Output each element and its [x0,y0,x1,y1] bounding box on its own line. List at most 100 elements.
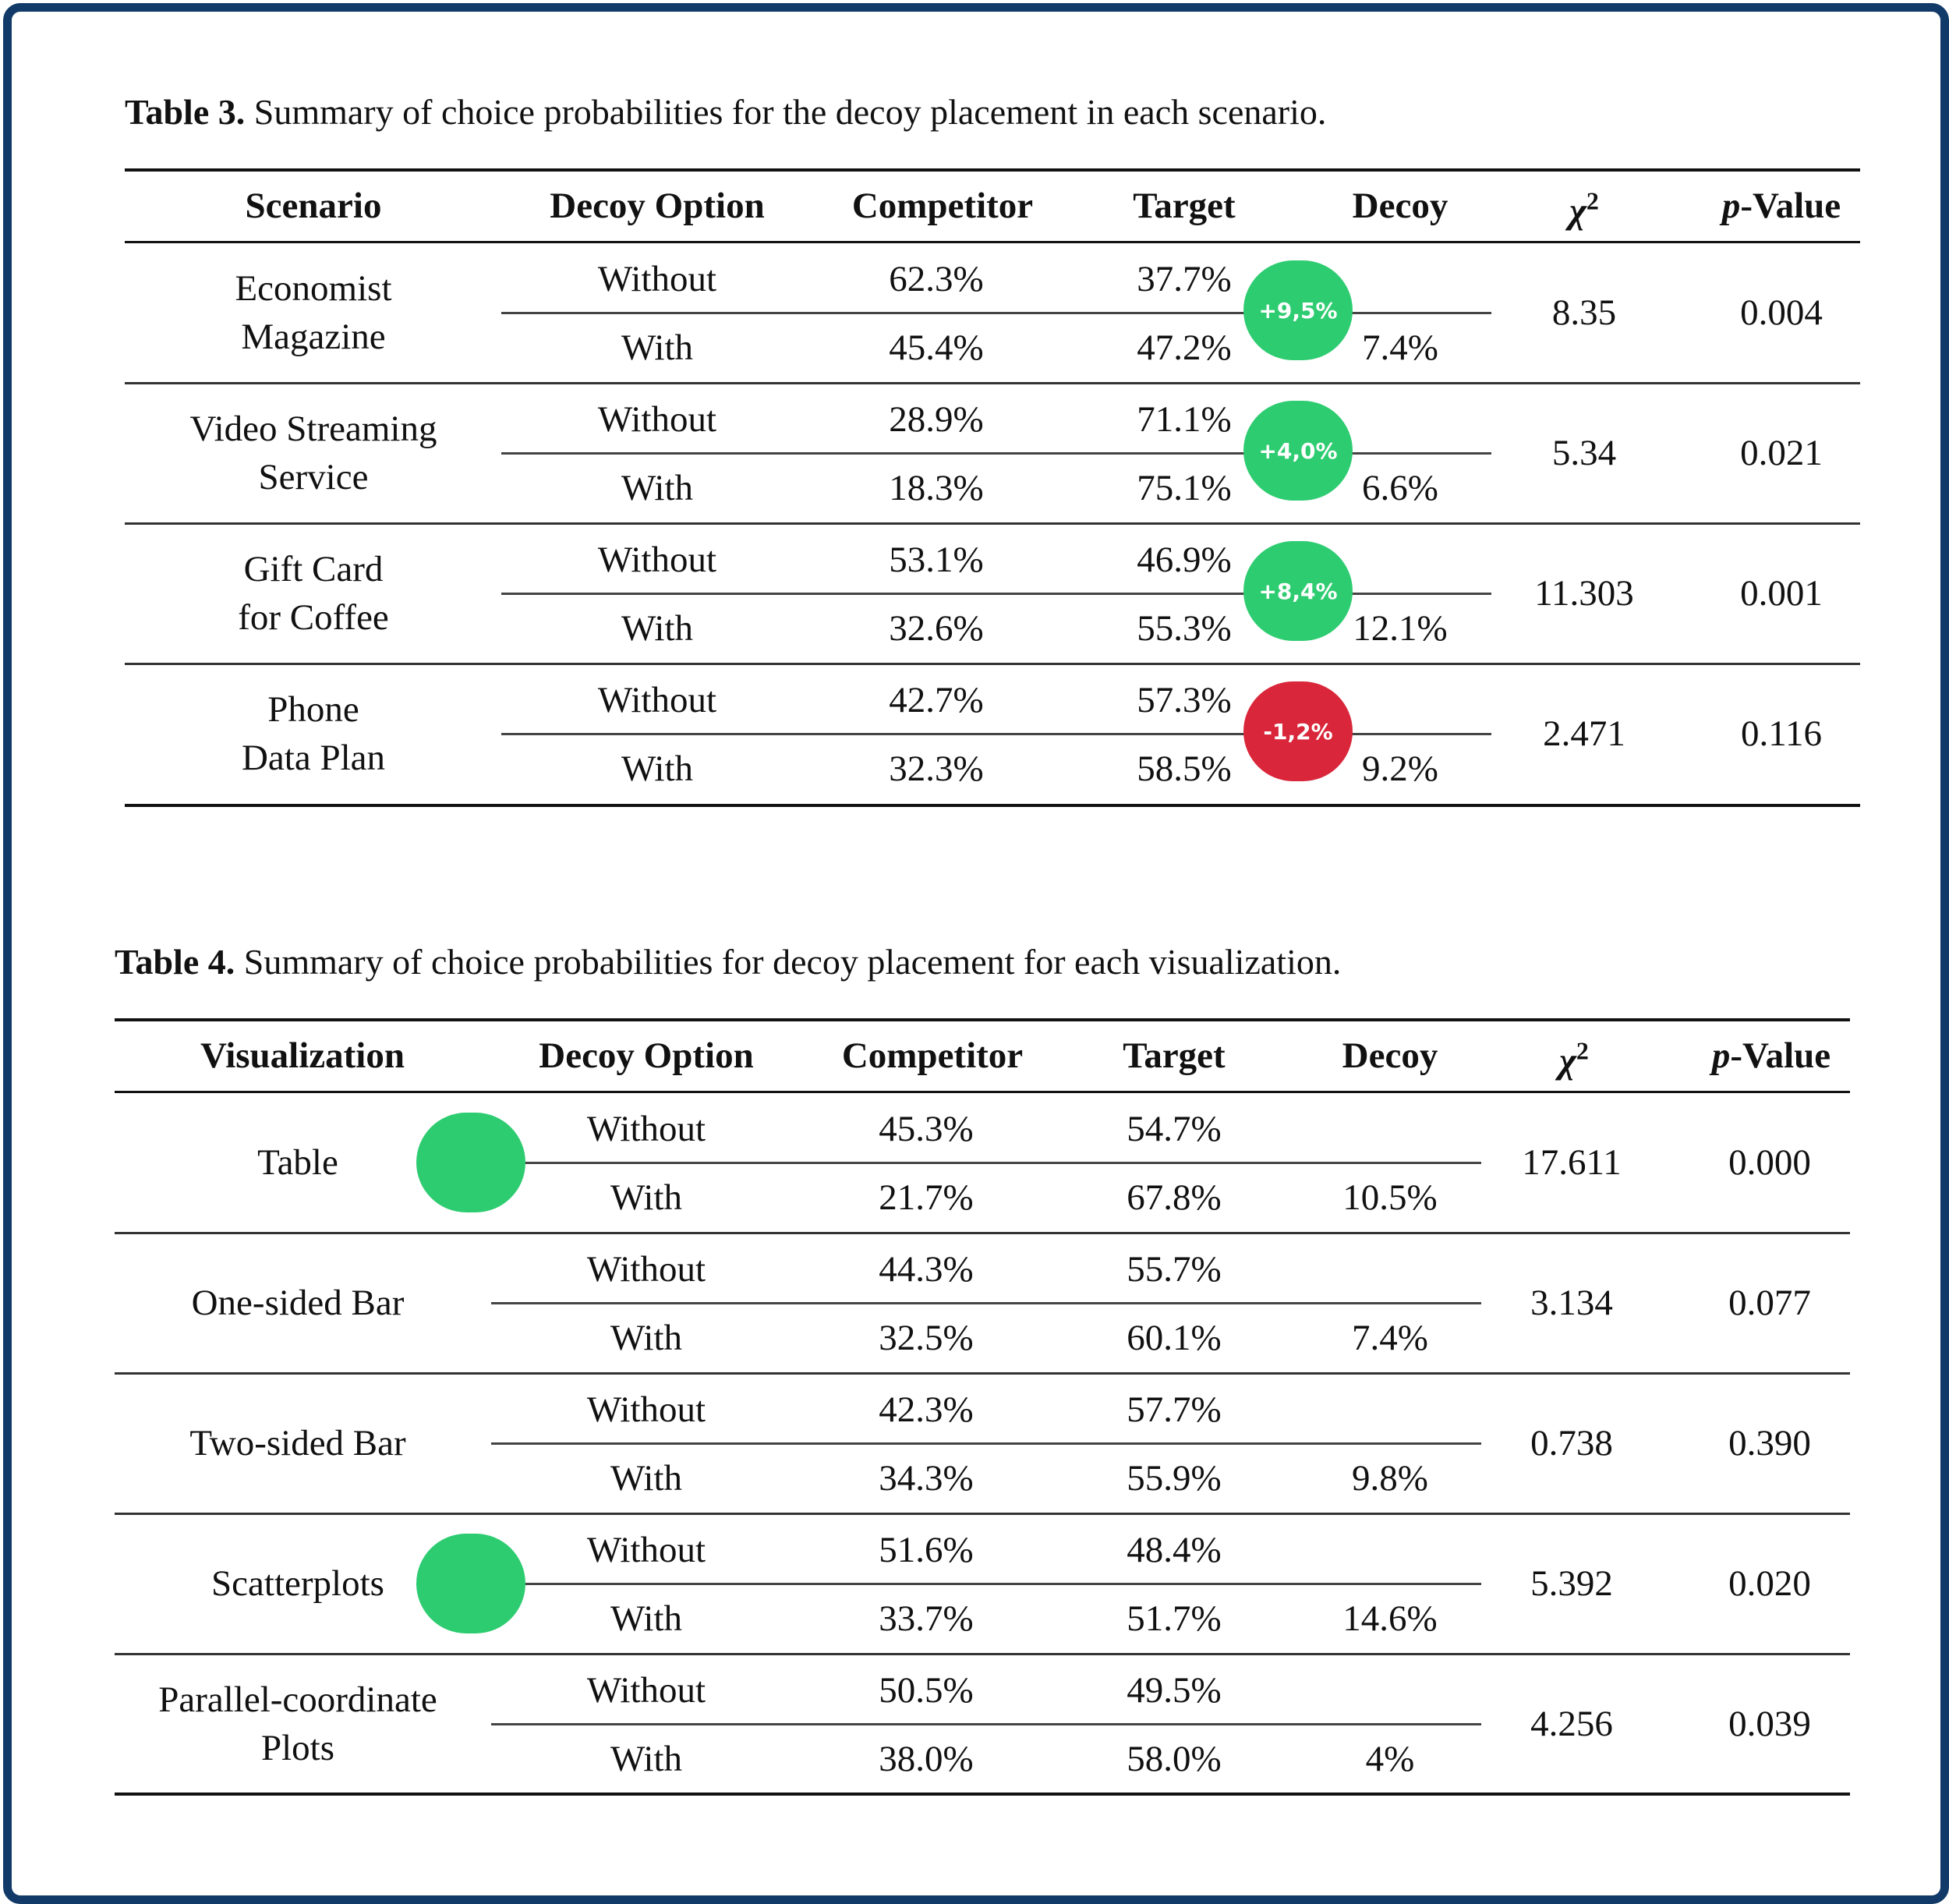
page-frame [3,3,1949,1904]
highlight-dot [416,1534,525,1633]
row-divider [501,312,1491,314]
row-divider [491,1162,1481,1164]
option-with: With [621,468,694,508]
option-with: With [610,1598,683,1639]
row-name-line1: Gift Card [243,549,384,589]
target-without: 48.4% [1127,1530,1222,1570]
p-value: 0.004 [1740,292,1823,333]
option-without: Without [597,680,717,720]
option-with: With [621,749,694,789]
target-without: 57.3% [1137,680,1232,720]
p-value: 0.390 [1728,1423,1811,1463]
target-with: 55.9% [1127,1458,1222,1499]
row-divider [491,1302,1481,1304]
competitor-without: 44.3% [879,1249,974,1290]
p-value: 0.000 [1728,1142,1811,1183]
chi-square-value: 5.34 [1551,433,1617,473]
chi-square-value: 4.256 [1530,1704,1613,1744]
row-name-line1: Video Streaming [189,409,437,449]
target-with: 51.7% [1127,1598,1222,1639]
option-with: With [610,1318,683,1358]
row-name: One-sided Bar [191,1283,405,1323]
chi-square-value: 2.471 [1543,713,1625,754]
row-separator [115,1653,1850,1655]
competitor-with: 32.3% [889,749,984,789]
chi-square-value: 8.35 [1551,292,1617,333]
target-without: 55.7% [1127,1249,1222,1290]
row-name-line1: Economist [235,268,392,309]
competitor-with: 34.3% [879,1458,974,1499]
table3-bottom-rule [125,804,1860,807]
negative-change-badge: -1,2% [1243,681,1353,781]
option-without: Without [586,1249,706,1290]
highlight-dot [416,1113,525,1212]
competitor-with: 21.7% [879,1177,974,1218]
row-name-line2: Magazine [241,317,386,357]
row-divider [491,1583,1481,1585]
t4-header-decoy: Decoy [1342,1035,1438,1076]
competitor-without: 51.6% [879,1530,974,1570]
target-with: 58.0% [1127,1739,1222,1779]
table4-bottom-rule [115,1793,1850,1796]
chi-square-value: 5.392 [1530,1563,1613,1604]
target-without: 57.7% [1127,1389,1222,1430]
chi-square-value: 0.738 [1530,1423,1613,1463]
positive-change-badge: +4,0% [1243,401,1353,501]
row-name: Two-sided Bar [189,1423,406,1463]
row-name-line1: Phone [267,689,359,730]
positive-change-badge: +8,4% [1243,541,1353,641]
target-with: 60.1% [1127,1318,1222,1358]
competitor-with: 38.0% [879,1739,974,1779]
row-separator [115,1513,1850,1515]
t3-header-chi-square: χ2 [1569,186,1599,232]
option-with: With [610,1458,683,1499]
p-value: 0.077 [1728,1283,1811,1323]
option-with: With [621,327,694,368]
decoy-with: 7.4% [1362,327,1438,368]
row-divider [491,1442,1481,1445]
t4-header-visualization: Visualization [200,1035,405,1076]
target-without: 37.7% [1137,259,1232,299]
t3-header-scenario: Scenario [245,186,382,226]
competitor-with: 45.4% [889,327,984,368]
competitor-without: 45.3% [879,1109,974,1149]
decoy-with: 6.6% [1362,468,1438,508]
row-name-line2: for Coffee [238,597,389,638]
row-name-line2: Plots [260,1728,335,1768]
t3-header-decoy: Decoy [1352,186,1448,226]
t3-header-p-value: p-Value [1721,186,1841,226]
target-without: 71.1% [1137,399,1232,440]
row-divider [501,452,1491,455]
t4-header-decoy-option: Decoy Option [539,1035,754,1076]
competitor-without: 42.7% [889,680,984,720]
p-value: 0.021 [1740,433,1823,473]
option-without: Without [586,1670,706,1711]
competitor-without: 28.9% [889,399,984,440]
target-with: 55.3% [1137,608,1232,649]
option-with: With [610,1739,683,1779]
option-without: Without [586,1530,706,1570]
t3-header-target: Target [1133,186,1236,226]
table4-header-rule [115,1091,1850,1093]
t4-header-competitor: Competitor [841,1035,1024,1076]
table3-top-rule [125,168,1860,172]
target-without: 46.9% [1137,540,1232,580]
p-value: 0.039 [1728,1704,1811,1744]
competitor-without: 50.5% [879,1670,974,1711]
target-with: 47.2% [1137,327,1232,368]
decoy-with: 4% [1365,1739,1415,1779]
row-separator [115,1372,1850,1375]
option-without: Without [597,540,717,580]
decoy-with: 9.8% [1352,1458,1428,1499]
row-divider [491,1723,1481,1725]
row-separator [125,522,1860,525]
table4-top-rule [115,1018,1850,1021]
table4-caption: Table 4. Summary of choice probabilities… [115,942,1342,982]
positive-change-badge: +9,5% [1243,260,1353,360]
table3-header-rule [125,241,1860,243]
option-without: Without [586,1109,706,1149]
target-with: 75.1% [1137,468,1232,508]
competitor-with: 32.6% [889,608,984,649]
t4-header-p-value: p-Value [1711,1035,1831,1076]
decoy-with: 14.6% [1342,1598,1438,1639]
